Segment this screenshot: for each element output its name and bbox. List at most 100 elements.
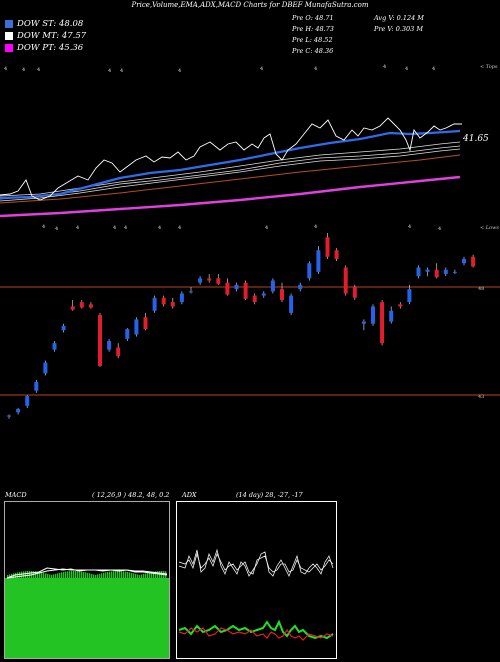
macd-hist-bar — [139, 574, 141, 578]
candle-up — [52, 343, 57, 350]
low-marker: 4 — [113, 225, 116, 231]
candle-down — [334, 250, 339, 259]
top-marker: 4 — [37, 67, 40, 73]
top-marker: 4 — [383, 64, 386, 70]
price-line — [0, 117, 462, 201]
candlesticks — [7, 233, 476, 419]
candle-up — [270, 280, 275, 292]
candle-up — [298, 284, 303, 290]
candle-up — [462, 258, 466, 264]
candle-up — [179, 293, 184, 303]
macd-hist-bar — [141, 574, 143, 578]
macd-bg-top — [5, 502, 169, 578]
macd-hist-bar — [7, 575, 9, 578]
ema-magenta-line — [0, 175, 461, 218]
macd-signal-line — [6, 568, 168, 579]
macd-hist-bar — [101, 573, 103, 578]
tops-label: < Tops — [480, 64, 498, 70]
candle-up — [198, 278, 203, 283]
legend-label-pt: DOW PT: 45.36 — [17, 43, 84, 53]
macd-hist-bar — [97, 574, 99, 578]
macd-hist-bar — [123, 571, 125, 578]
macd-hist-bar — [133, 573, 135, 578]
ema-brown-line — [0, 154, 461, 204]
macd-hist-bar — [107, 571, 109, 578]
adx-chart — [178, 548, 334, 641]
candle-up — [34, 382, 39, 391]
top-marker: 4 — [120, 68, 123, 74]
candle-up — [452, 271, 457, 273]
low-marker: 4 — [438, 226, 441, 232]
candle-up — [371, 306, 375, 324]
candle-down — [225, 282, 230, 295]
macd-hist-bar — [131, 572, 133, 578]
candle-down — [343, 267, 348, 294]
avg-volume: Avg V: 0.124 M — [374, 14, 424, 22]
legend: DOW ST: 48.08 DOW MT: 47.57 DOW PT: 45.3… — [5, 18, 86, 54]
macd-hist-bar — [143, 573, 145, 578]
pre-open: Pre O: 48.71 — [292, 14, 334, 22]
macd-hist-bar — [121, 571, 123, 578]
ema-white-line-2 — [0, 145, 461, 200]
top-marker: 4 — [4, 66, 7, 72]
candle-up — [107, 341, 112, 350]
candle-up — [25, 396, 30, 406]
legend-label-st: DOW ST: 48.08 — [17, 19, 84, 29]
candle-down — [398, 304, 403, 307]
macd-hist-bar — [21, 571, 23, 578]
adx-green-line — [178, 619, 334, 640]
low-marker: 4 — [265, 225, 268, 231]
low-marker: 4 — [314, 224, 317, 230]
candle-down — [352, 287, 357, 298]
candle-down — [434, 269, 439, 278]
macd-hist-bar — [93, 574, 95, 578]
macd-hist-bar — [71, 571, 73, 578]
macd-hist-bar — [45, 573, 47, 578]
macd-hist-bar — [61, 572, 63, 578]
macd-hist-bar — [147, 572, 149, 578]
macd-chart — [5, 502, 169, 658]
macd-hist-bar — [43, 572, 45, 578]
pre-volume: Pre V: 0.303 M — [374, 25, 424, 33]
candle-up — [7, 415, 11, 417]
candle-up — [43, 362, 48, 374]
candle-down — [70, 306, 75, 310]
macd-hist-bar — [89, 573, 91, 578]
top-marker: 4 — [22, 67, 25, 73]
macd-hist-bar — [37, 571, 39, 578]
macd-hist-bar — [81, 571, 83, 578]
macd-hist-bar — [51, 574, 53, 578]
macd-hist-bar — [105, 572, 107, 578]
price-chart: < Tops < Lows 4 4 4 4 4 4 4 4 4 4 4 4 4 … — [0, 64, 500, 419]
candle-down — [88, 304, 93, 308]
macd-hist-bar — [15, 572, 17, 578]
top-marker: 4 — [405, 66, 408, 72]
macd-hist-bar — [59, 572, 61, 578]
low-marker: 4 — [124, 225, 127, 231]
candle-down — [161, 297, 166, 305]
adx-values: (14 day) 28, -27, -17 — [236, 491, 303, 499]
legend-swatch-pt — [5, 44, 13, 52]
macd-hist-bar — [129, 572, 131, 578]
low-marker: 4 — [55, 226, 58, 232]
macd-hist-bar — [91, 573, 93, 578]
candle-up — [234, 284, 239, 290]
ohlc-left: Pre O: 48.71 Pre H: 48.73 Pre L: 48.52 P… — [292, 13, 334, 57]
macd-hist-bar — [53, 574, 55, 578]
level-label-43: 43 — [478, 394, 484, 400]
macd-hist-bar — [95, 574, 97, 578]
macd-hist-bar — [9, 574, 11, 578]
low-markers: 4 4 4 4 4 4 4 4 4 4 4 — [42, 224, 441, 232]
adx-panel — [176, 501, 337, 659]
ema-white-line-3 — [0, 148, 461, 202]
candle-down — [98, 315, 102, 366]
candle-up — [443, 269, 448, 275]
candle-down — [79, 302, 84, 308]
macd-hist-bar — [35, 571, 37, 578]
candle-down — [280, 289, 284, 300]
candle-up — [16, 409, 21, 413]
pre-low: Pre L: 48.52 — [292, 36, 333, 44]
macd-hist-bar — [103, 572, 105, 578]
candle-down — [216, 278, 221, 284]
candle-up — [261, 293, 266, 296]
